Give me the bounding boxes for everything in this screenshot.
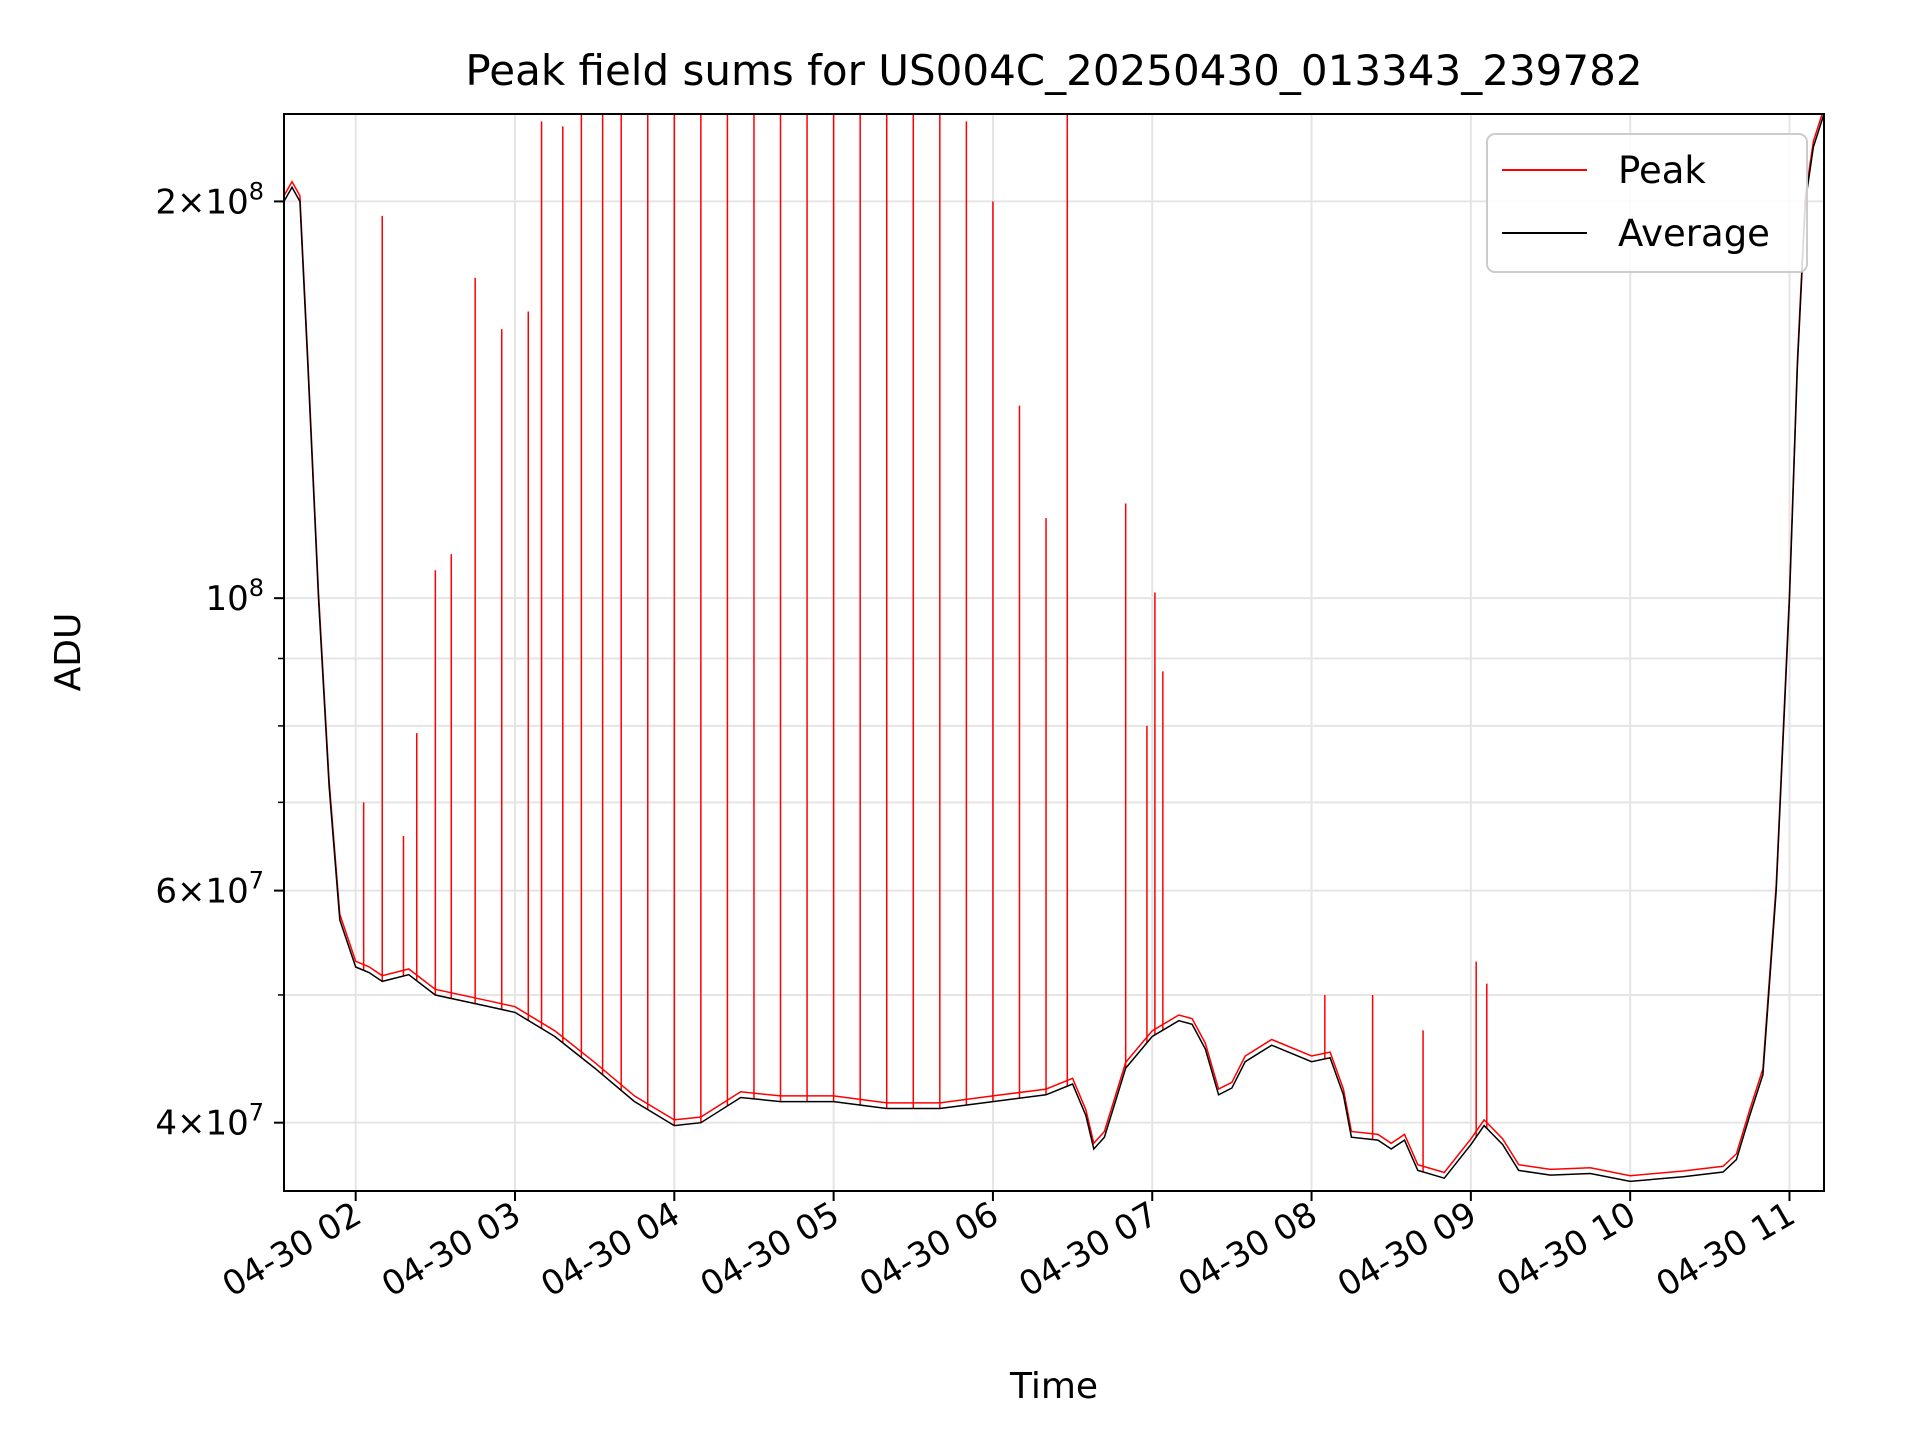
legend-label-average: Average xyxy=(1618,212,1770,255)
legend-label-peak: Peak xyxy=(1618,149,1706,192)
plot-frame xyxy=(283,113,1825,1192)
y-tick-label: 4×107 xyxy=(155,1099,264,1144)
y-tick-label: 2×108 xyxy=(155,177,264,222)
y-axis: 4×107 6×107 108 2×108 xyxy=(155,177,284,1144)
series-layer xyxy=(284,114,1824,1183)
legend: Peak Average xyxy=(1486,133,1808,273)
x-axis-label: Time xyxy=(1009,1366,1098,1407)
chart-title: Peak field sums for US004C_20250430_0133… xyxy=(465,46,1642,95)
legend-box xyxy=(1486,133,1808,273)
average-line xyxy=(284,114,1824,1183)
peak-line xyxy=(284,114,1823,1177)
peak-series xyxy=(284,114,1823,1177)
y-axis-label: ADU xyxy=(48,613,89,692)
y-tick-label: 108 xyxy=(205,574,264,619)
y-tick-label: 6×107 xyxy=(155,867,264,912)
